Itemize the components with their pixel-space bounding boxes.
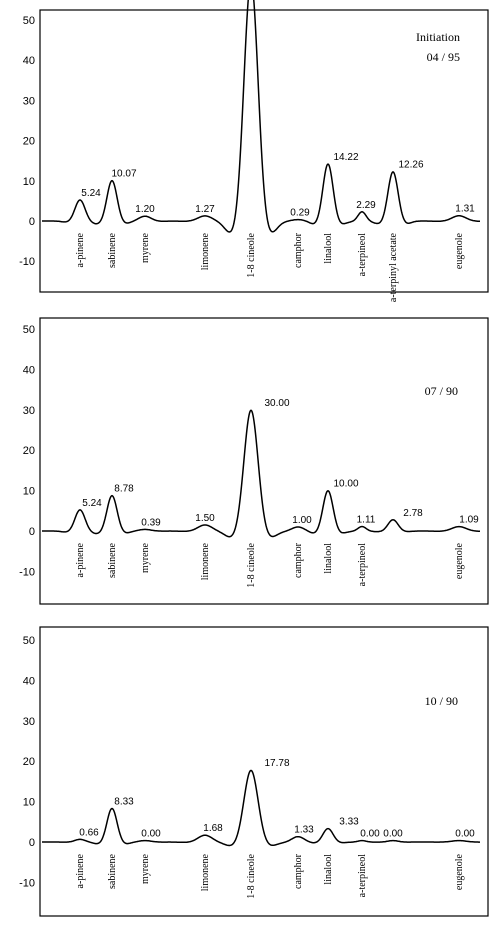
y-tick-label: 30 [23, 405, 35, 417]
peak-value-label: 2.78 [403, 508, 423, 519]
compound-label: a-terpinyl acetate [388, 232, 399, 302]
compound-label: eugenole [454, 542, 465, 579]
chart-panel-3: -10 0 10 20 30 40 50 10 / 90 0.66 8.33 0.00 1.68 17.… [19, 626, 489, 917]
compound-label: camphor [293, 232, 304, 268]
y-tick-label: -10 [19, 256, 35, 268]
peak-value-label: 1.11 [357, 515, 376, 526]
peak-value-label: 17.78 [264, 758, 289, 769]
compound-label: limonene [200, 853, 211, 891]
peak-value-label: 1.50 [195, 513, 215, 524]
peak-value-label: 0.66 [79, 827, 99, 838]
compound-label: sabinene [107, 232, 118, 268]
peak-value-label: 0.39 [141, 517, 161, 528]
peak-value-label: 14.22 [333, 152, 358, 163]
compound-label: myrene [140, 232, 151, 263]
peak-value-label: 8.78 [114, 484, 134, 495]
compound-label: eugenole [454, 232, 465, 269]
y-tick-label: -10 [19, 877, 35, 889]
y-tick-label: 0 [29, 837, 35, 849]
peak-value-label: 10.07 [111, 169, 136, 180]
peak-value-label: 1.68 [203, 823, 223, 834]
compound-label: myrene [140, 542, 151, 573]
peak-value-label: 8.33 [114, 796, 134, 807]
y-tick-label: 10 [23, 797, 35, 809]
peak-value-label: 2.29 [356, 200, 376, 211]
peak-value-label: 5.24 [82, 498, 102, 509]
compound-label: a-terpineol [357, 233, 368, 277]
compound-label: 1-8 cineole [246, 232, 257, 277]
compound-label: a-terpineol [357, 854, 368, 898]
compound-label: sabinene [107, 542, 118, 578]
y-tick-label: 20 [23, 445, 35, 457]
peak-value-label: 0.00 [455, 829, 475, 840]
period-annotation: Initiation [416, 30, 460, 44]
peak-value-label: 1.33 [294, 825, 314, 836]
compound-label: myrene [140, 853, 151, 884]
peak-value-label: 1.20 [135, 204, 155, 215]
compound-label: limonene [200, 542, 211, 580]
compound-label: 1-8 cineole [246, 542, 257, 587]
chromatogram-series-line [42, 0, 480, 233]
compound-label: a-pinene [75, 232, 86, 267]
y-tick-label: 20 [23, 136, 35, 148]
peak-value-label: 0.00 [360, 829, 380, 840]
y-tick-label: -10 [19, 566, 35, 578]
compound-label: camphor [293, 853, 304, 889]
y-tick-label: 20 [23, 756, 35, 768]
compound-label: a-pinene [75, 542, 86, 577]
y-tick-label: 0 [29, 216, 35, 228]
panel-frame [39, 626, 489, 917]
peak-value-label: 1.00 [292, 515, 312, 526]
y-tick-label: 10 [23, 486, 35, 498]
peak-value-label: 30.00 [264, 398, 289, 409]
period-annotation: 10 / 90 [425, 694, 458, 708]
y-tick-label: 40 [23, 55, 35, 67]
compound-label: eugenole [454, 853, 465, 890]
panel-frame [39, 317, 489, 605]
y-tick-label: 50 [23, 15, 35, 27]
y-tick-label: 30 [23, 95, 35, 107]
y-tick-label: 50 [23, 324, 35, 336]
compound-label: linalool [323, 233, 334, 264]
y-tick-label: 50 [23, 635, 35, 647]
peak-value-label: 0.00 [383, 829, 403, 840]
peak-value-label: 0.00 [141, 829, 161, 840]
peak-value-label: 1.31 [455, 204, 475, 215]
compound-label: linalool [323, 854, 334, 885]
peak-value-label: 5.24 [81, 188, 101, 199]
y-tick-label: 10 [23, 176, 35, 188]
compound-label: linalool [323, 543, 334, 574]
chart-panel-1: -10 0 10 20 30 40 50 Initiation 04 / 95 5.24 10.07… [19, 0, 489, 302]
compound-label: camphor [293, 542, 304, 578]
y-tick-label: 40 [23, 675, 35, 687]
panel-frame [39, 9, 489, 293]
chromatogram-series-line [42, 409, 480, 538]
chart-panel-2: -10 0 10 20 30 40 50 07 / 90 5.24 8.78 0.39 1.50 30.… [19, 317, 489, 605]
peak-value-label: 1.27 [195, 204, 215, 215]
peak-value-label: 12.26 [398, 160, 423, 171]
compound-label: 1-8 cineole [246, 853, 257, 898]
period-annotation: 07 / 90 [425, 384, 458, 398]
y-tick-label: 40 [23, 364, 35, 376]
compound-label: a-terpineol [357, 543, 368, 587]
peak-value-label: 3.33 [339, 817, 359, 828]
compound-label: limonene [200, 232, 211, 270]
peak-value-label: 10.00 [333, 479, 358, 490]
peak-value-label: 1.09 [459, 515, 479, 526]
chromatogram-series-line [42, 769, 480, 847]
compound-label: a-pinene [75, 853, 86, 888]
y-tick-label: 0 [29, 526, 35, 538]
y-tick-label: 30 [23, 716, 35, 728]
period-annotation: 04 / 95 [427, 50, 460, 64]
peak-value-label: 0.29 [290, 208, 310, 219]
compound-label: sabinene [107, 853, 118, 889]
